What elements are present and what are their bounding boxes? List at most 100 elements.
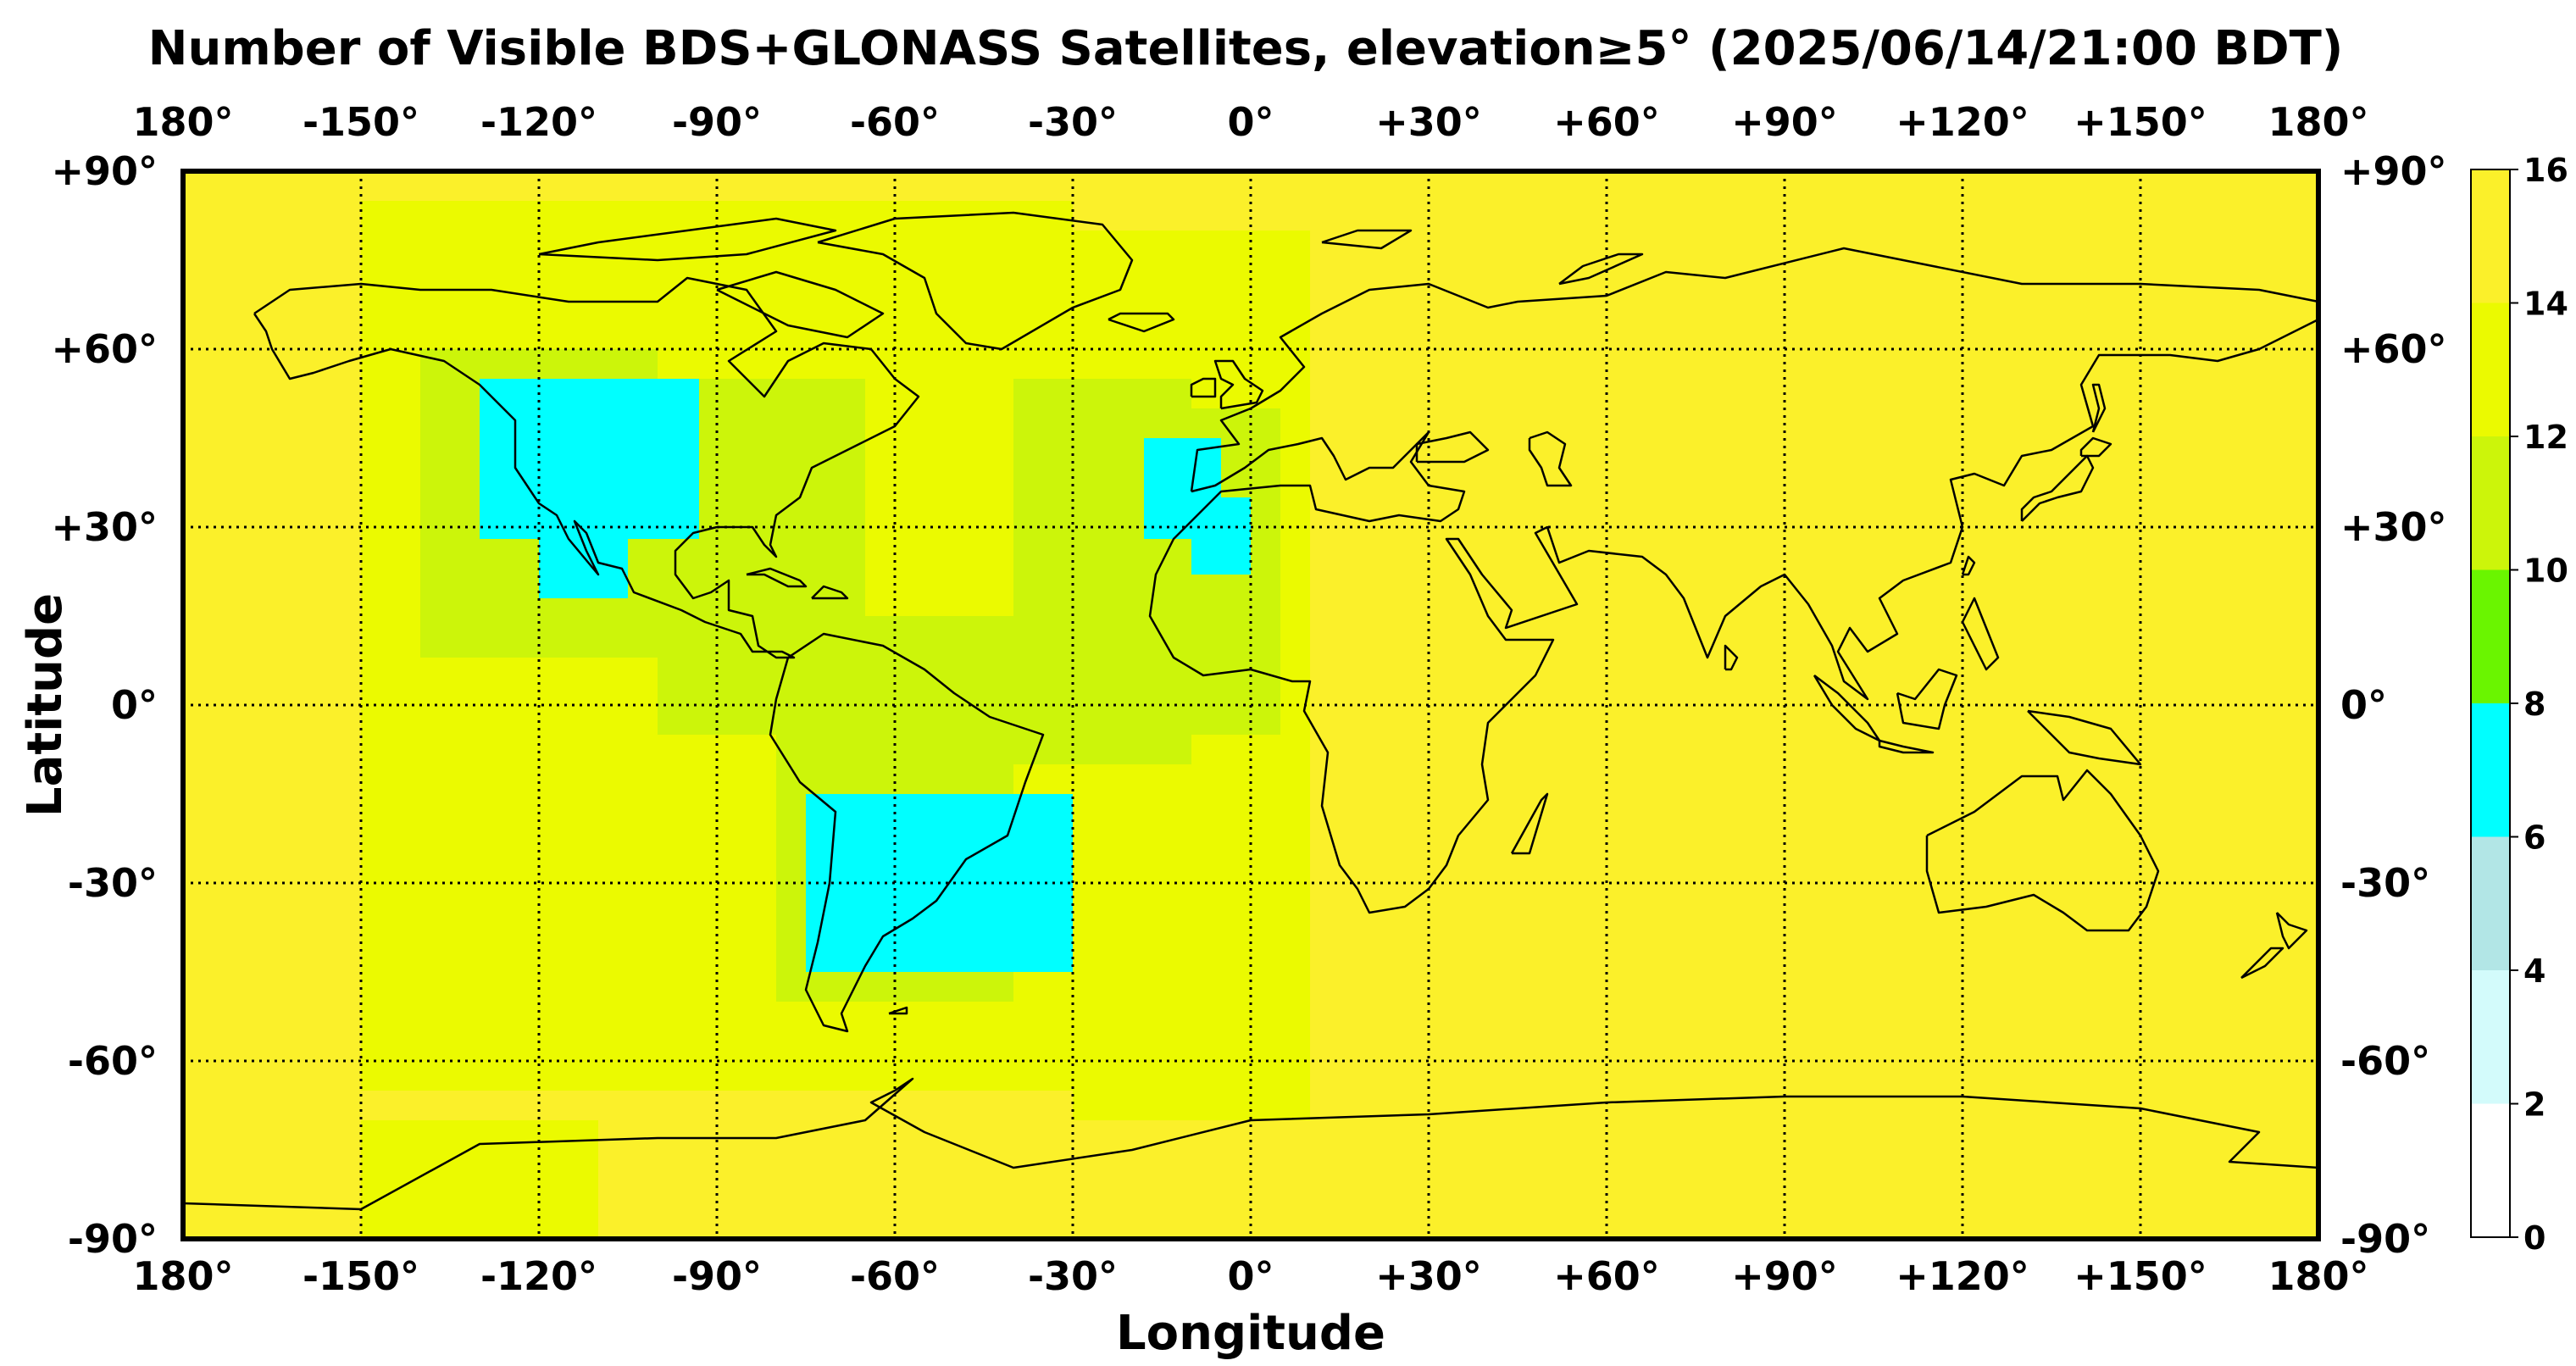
coastline-svalbard — [1321, 229, 1413, 250]
x-tick-label-top: -90° — [672, 99, 762, 145]
colorbar-tick-label: 4 — [2523, 952, 2545, 990]
heatmap-region-9 — [480, 379, 699, 539]
coastline-black-sea — [1415, 430, 1490, 464]
y-tick-label-left: +60° — [51, 326, 158, 372]
x-tick-label-bottom: +90° — [1731, 1253, 1838, 1299]
colorbar-bin-6 — [2471, 303, 2510, 436]
heatmap-region-12 — [1191, 497, 1251, 575]
colorbar-tick-label: 8 — [2523, 686, 2545, 723]
y-tick-label-left: 0° — [111, 682, 158, 728]
coastline-java — [1878, 739, 1935, 754]
world-coastlines — [182, 211, 2320, 1211]
x-tick-label-bottom: 180° — [2268, 1253, 2368, 1299]
coastline-new-zealand — [2240, 947, 2285, 980]
coastline-philippines — [1961, 597, 2000, 671]
y-tick-label-left: -30° — [68, 860, 158, 906]
colorbar-bin-2 — [2471, 836, 2510, 970]
x-tick-label-bottom: 180° — [132, 1253, 233, 1299]
coastline-madagascar — [1510, 792, 1549, 855]
colorbar-tick-label: 12 — [2523, 419, 2568, 456]
coastline-sakhalin — [2091, 383, 2107, 433]
x-axis-label: Longitude — [1116, 1306, 1385, 1361]
colorbar-bin-7 — [2471, 169, 2510, 303]
x-tick-label-top: 0° — [1227, 99, 1274, 145]
y-tick-label-right: 0° — [2340, 682, 2387, 728]
x-tick-label-bottom: +60° — [1553, 1253, 1660, 1299]
colorbar-tick-label: 2 — [2523, 1086, 2545, 1124]
colorbar-tick-label: 16 — [2523, 152, 2568, 189]
coastline-hispaniola — [811, 585, 849, 600]
map-frame — [180, 169, 2321, 1241]
coastline-caspian — [1528, 430, 1573, 487]
coastline-taiwan — [1961, 555, 1976, 576]
colorbar-tick-label: 0 — [2523, 1219, 2545, 1257]
coastline-eurasia-africa — [1148, 247, 2320, 914]
colorbar-tick-label: 6 — [2523, 819, 2545, 857]
x-tick-label-top: +90° — [1731, 99, 1838, 145]
colorbar-bin-4 — [2471, 569, 2510, 703]
y-tick-label-left: -90° — [68, 1216, 158, 1262]
x-tick-label-top: -60° — [850, 99, 940, 145]
coastline-greenland — [817, 211, 1134, 351]
x-tick-label-bottom: +120° — [1896, 1253, 2029, 1299]
latitude-tick-labels: +90° +90° +60° +60° +30° +30° 0° 0° -30° -30° -60°… — [51, 148, 2446, 1262]
x-tick-label-top: -150° — [303, 99, 419, 145]
coastline-sri-lanka — [1724, 644, 1739, 671]
coastline-cuba — [746, 567, 808, 588]
x-tick-label-bottom: -90° — [672, 1253, 762, 1299]
coastline-australia — [1925, 769, 2160, 932]
coastline-iceland — [1108, 312, 1175, 333]
y-tick-label-right: +60° — [2340, 326, 2447, 372]
y-axis-label: Latitude — [18, 593, 73, 817]
coastline-arctic-islands — [538, 217, 837, 262]
x-tick-label-bottom: -120° — [480, 1253, 597, 1299]
x-tick-label-bottom: -30° — [1028, 1253, 1118, 1299]
y-tick-label-left: +90° — [51, 148, 158, 194]
x-tick-label-top: +120° — [1896, 99, 2029, 145]
x-tick-label-bottom: +150° — [2074, 1253, 2207, 1299]
coastline-baffin — [716, 270, 885, 339]
colorbar-bin-5 — [2471, 436, 2510, 570]
heatmap-region-3 — [361, 1120, 598, 1239]
y-tick-label-right: -60° — [2340, 1038, 2430, 1084]
x-tick-label-bottom: 0° — [1227, 1253, 1274, 1299]
colorbar-bin-1 — [2471, 970, 2510, 1104]
x-tick-label-bottom: -150° — [303, 1253, 419, 1299]
graticule-grid — [183, 171, 2318, 1239]
coastline-new-zealand-north — [2275, 912, 2308, 950]
coastline-ireland — [1190, 377, 1217, 398]
y-tick-label-right: +90° — [2340, 148, 2447, 194]
heatmap-region-10 — [539, 527, 628, 598]
x-tick-label-top: -120° — [480, 99, 597, 145]
y-tick-label-right: -30° — [2340, 860, 2430, 906]
colorbar-tick-label: 10 — [2523, 553, 2568, 590]
colorbar-bin-3 — [2471, 703, 2510, 837]
y-tick-label-left: +30° — [51, 504, 158, 550]
x-tick-label-top: 180° — [132, 99, 233, 145]
x-tick-label-bottom: -60° — [850, 1253, 940, 1299]
y-tick-label-right: +30° — [2340, 504, 2447, 550]
coastline-borneo — [1896, 668, 1958, 730]
coastline-falklands — [888, 1006, 908, 1015]
x-tick-label-bottom: +30° — [1375, 1253, 1482, 1299]
x-tick-label-top: -30° — [1028, 99, 1118, 145]
y-tick-label-right: -90° — [2340, 1216, 2430, 1262]
coastline-north-america — [253, 276, 920, 659]
coastline-hokkaido — [2079, 436, 2112, 458]
y-tick-label-left: -60° — [68, 1038, 158, 1084]
chart-title: Number of Visible BDS+GLONASS Satellites… — [148, 21, 2344, 76]
coastline-south-america — [769, 632, 1045, 1033]
colorbar: 0 2 4 6 8 10 12 14 16 — [2470, 152, 2568, 1257]
colorbar-bin-0 — [2471, 1103, 2510, 1237]
x-tick-label-top: 180° — [2268, 99, 2368, 145]
x-tick-label-top: +150° — [2074, 99, 2207, 145]
x-tick-label-top: +60° — [1553, 99, 1660, 145]
x-tick-label-top: +30° — [1375, 99, 1482, 145]
colorbar-tick-label: 14 — [2523, 286, 2568, 323]
coastline-uk — [1213, 359, 1264, 410]
coastline-antarctica — [182, 1077, 2319, 1211]
coastline-new-guinea — [2027, 709, 2142, 766]
longitude-tick-labels: 180° 180° -150° -150° -120° -120° -90° -90° -60°… — [132, 99, 2368, 1299]
coastline-novaya-zemlya — [1558, 253, 1644, 286]
